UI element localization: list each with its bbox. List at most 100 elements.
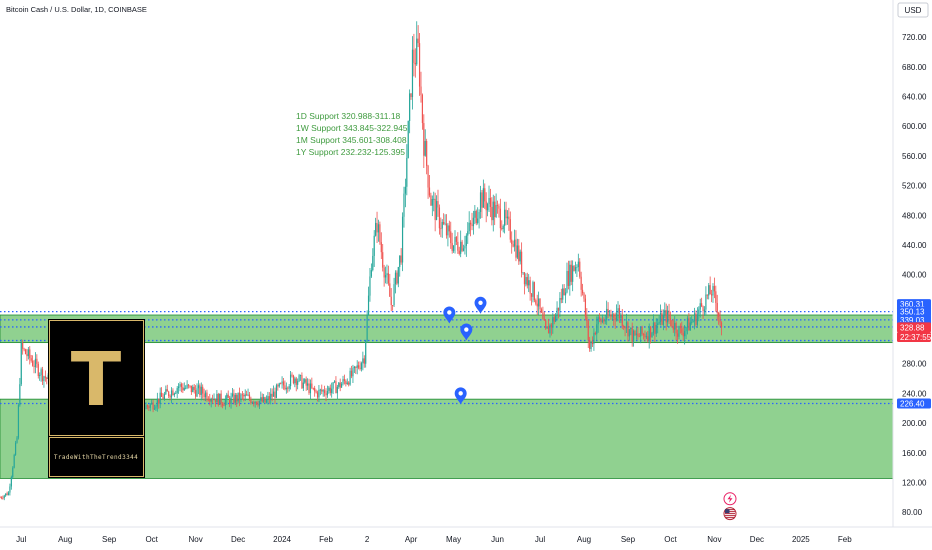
candle	[37, 361, 39, 379]
candle	[509, 211, 511, 243]
candle	[369, 267, 371, 302]
candle	[285, 382, 287, 394]
candle	[601, 314, 604, 324]
candle-body	[477, 218, 479, 223]
time-tick-label: Jul	[16, 535, 26, 544]
candle-body	[467, 231, 469, 236]
candle-body	[484, 188, 486, 202]
price-tick-label: 520.00	[902, 182, 927, 191]
candle-body	[444, 223, 446, 225]
candle-body	[600, 318, 602, 323]
candle	[589, 336, 591, 352]
candle	[652, 314, 655, 336]
candle-body	[603, 319, 605, 322]
currency-button[interactable]: USD	[897, 2, 929, 18]
candle-body	[423, 123, 425, 156]
candle	[304, 378, 306, 384]
idea-marker-3[interactable]	[474, 296, 487, 314]
candle-body	[644, 334, 646, 338]
candle	[397, 266, 399, 288]
candle-body	[380, 242, 382, 253]
candle-body	[706, 294, 708, 296]
candle	[563, 284, 565, 296]
candle	[651, 331, 653, 338]
price-badges: 360.31350.13339.03329.52328.8822:37:5522…	[897, 299, 932, 409]
price-axis-panel[interactable]	[893, 0, 932, 550]
candle-body	[681, 328, 683, 333]
time-tick-label: Aug	[58, 535, 72, 544]
candle-body	[472, 217, 475, 227]
candle-body	[192, 386, 194, 393]
us-flag-icon[interactable]	[723, 507, 737, 521]
candle	[502, 224, 504, 233]
candle-body	[583, 293, 585, 299]
candle-body	[23, 348, 25, 350]
lightning-icon[interactable]	[723, 492, 737, 506]
candle	[277, 383, 279, 391]
candle	[169, 394, 171, 401]
candle-body	[501, 228, 503, 230]
candle-body	[37, 363, 39, 377]
candle	[195, 385, 197, 400]
candle-body	[5, 493, 7, 496]
currency-button-label[interactable]: USD	[905, 6, 922, 15]
candle	[532, 280, 534, 303]
map-pin-icon[interactable]	[443, 306, 456, 324]
candle-body	[34, 358, 37, 368]
map-pin-icon[interactable]	[474, 296, 487, 314]
candle	[590, 341, 592, 352]
idea-marker-1[interactable]	[443, 306, 456, 324]
candle	[363, 355, 365, 368]
candle	[614, 312, 616, 329]
candle-body	[277, 385, 279, 387]
candle-body	[593, 332, 595, 345]
currency-button-frame[interactable]	[897, 2, 929, 18]
candle	[615, 304, 618, 322]
candle	[574, 261, 577, 274]
idea-marker-4[interactable]	[454, 387, 467, 405]
map-pin-icon[interactable]	[460, 323, 473, 341]
price-tick-label: 680.00	[902, 63, 927, 72]
icons-layer[interactable]	[723, 492, 737, 521]
candle-body	[248, 394, 251, 399]
candle	[302, 378, 304, 392]
candle-body	[705, 294, 707, 310]
candle	[182, 383, 184, 394]
candle-body	[291, 374, 293, 376]
support-note-1w: 1W Support 343.845-322.945	[296, 123, 408, 133]
candle-body	[282, 381, 285, 386]
candle-body	[542, 312, 544, 319]
idea-marker-2[interactable]	[460, 323, 473, 341]
candle-body	[594, 332, 596, 335]
candle	[189, 385, 191, 389]
time-tick-label: 2024	[273, 535, 291, 544]
candle-body	[613, 314, 615, 318]
candle	[538, 291, 540, 315]
candle	[362, 351, 364, 371]
candle-body	[528, 280, 530, 286]
time-tick-label: 2025	[792, 535, 810, 544]
candle	[404, 178, 406, 208]
candle-body	[621, 314, 623, 327]
candle-body	[498, 205, 500, 209]
candle-body	[709, 285, 711, 295]
price-tick-label: 120.00	[902, 478, 927, 487]
candle-body	[185, 387, 187, 389]
candle-body	[359, 367, 361, 370]
candle	[718, 311, 720, 325]
candle-body	[703, 309, 706, 311]
candle	[678, 325, 680, 340]
candle	[223, 402, 225, 407]
candle	[474, 205, 476, 225]
candle	[630, 327, 632, 336]
markers-layer[interactable]	[443, 296, 487, 405]
map-pin-icon[interactable]	[454, 387, 467, 405]
candle	[621, 308, 623, 330]
candle	[624, 326, 626, 337]
candle	[522, 272, 524, 275]
candle-body	[563, 288, 565, 296]
candle	[451, 232, 453, 254]
logo-background	[48, 319, 145, 478]
